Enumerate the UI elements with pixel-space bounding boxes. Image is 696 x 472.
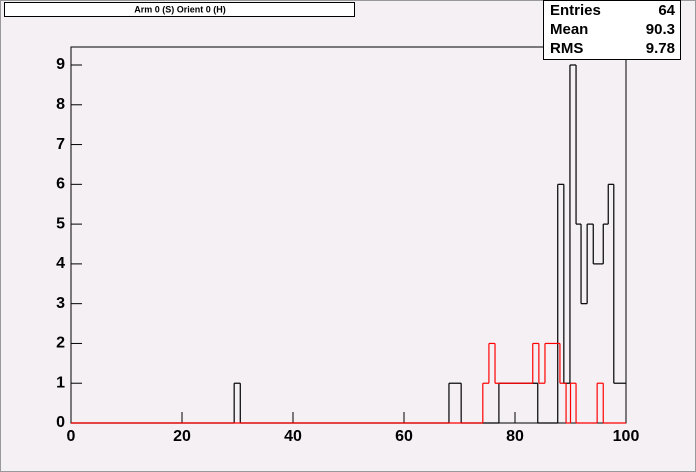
y-tick-label: 6: [56, 176, 65, 193]
stats-label: Mean: [550, 21, 588, 38]
x-tick-label: 100: [613, 428, 640, 445]
stats-label: Entries: [550, 2, 601, 19]
y-tick-label: 3: [56, 295, 65, 312]
x-tick-label: 80: [506, 428, 524, 445]
x-tick-label: 60: [395, 428, 413, 445]
y-tick-label: 5: [56, 215, 65, 232]
y-tick-label: 0: [56, 414, 65, 431]
stats-value: 64: [658, 2, 675, 19]
stats-value: 90.3: [646, 21, 675, 38]
x-tick-label: 20: [173, 428, 191, 445]
title-box: [4, 2, 355, 17]
stats-label: RMS: [550, 40, 583, 57]
chart-title: Arm 0 (S) Orient 0 (H): [134, 4, 226, 14]
y-tick-label: 1: [56, 374, 65, 391]
x-tick-label: 40: [284, 428, 302, 445]
x-tick-label: 0: [67, 428, 76, 445]
stats-box: [543, 0, 681, 60]
y-tick-label: 8: [56, 96, 65, 113]
y-tick-label: 2: [56, 335, 65, 352]
stats-value: 9.78: [646, 40, 675, 57]
y-tick-label: 9: [56, 56, 65, 73]
y-tick-label: 4: [56, 255, 65, 272]
y-tick-label: 7: [56, 136, 65, 153]
